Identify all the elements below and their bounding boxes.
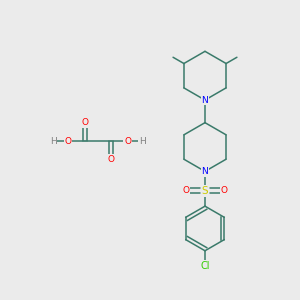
- Text: O: O: [65, 136, 72, 146]
- Text: O: O: [81, 118, 88, 127]
- Text: O: O: [182, 186, 190, 195]
- Text: N: N: [202, 96, 208, 105]
- Text: O: O: [220, 186, 227, 195]
- Text: O: O: [108, 155, 115, 164]
- Text: S: S: [202, 186, 208, 196]
- Text: N: N: [202, 167, 208, 176]
- Text: O: O: [124, 136, 131, 146]
- Text: H: H: [139, 136, 146, 146]
- Text: Cl: Cl: [200, 261, 210, 271]
- Text: H: H: [50, 136, 57, 146]
